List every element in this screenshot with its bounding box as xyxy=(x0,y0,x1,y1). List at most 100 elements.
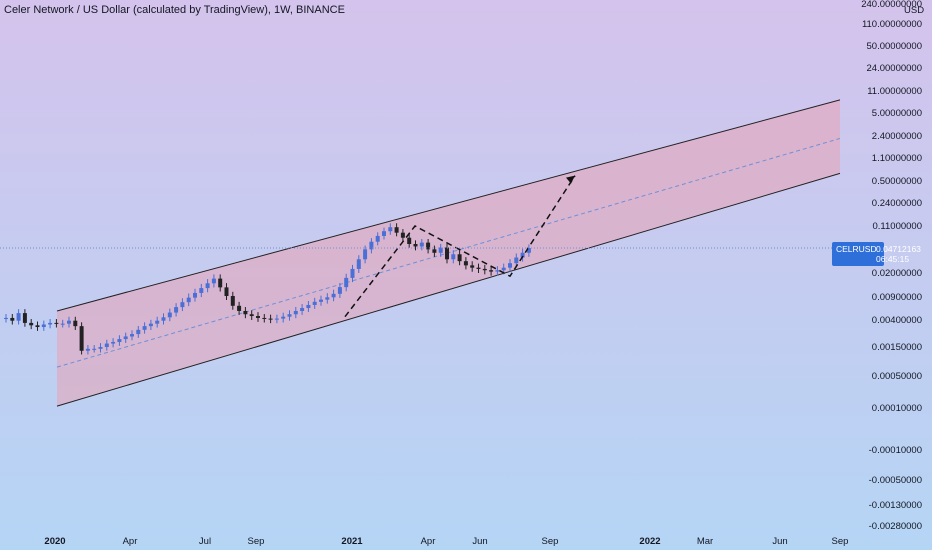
candle-body xyxy=(476,267,481,269)
candle-body xyxy=(369,241,374,250)
candle-body xyxy=(432,249,437,253)
candle-body xyxy=(174,307,179,313)
candle-body xyxy=(205,283,210,289)
candle-body xyxy=(300,308,305,311)
candle-body xyxy=(142,326,147,330)
x-tick-label: Jul xyxy=(199,536,211,547)
candle-body xyxy=(331,293,336,298)
y-tick-label: 0.11000000 xyxy=(873,221,923,232)
y-tick-label: 0.24000000 xyxy=(872,198,922,209)
candle-body xyxy=(123,336,128,340)
candle-body xyxy=(337,287,342,294)
candle-body xyxy=(382,231,386,236)
y-tick-label: -0.00130000 xyxy=(869,500,922,511)
candle-body xyxy=(325,297,330,300)
channel-upper-line xyxy=(56,99,841,312)
candle-body xyxy=(375,235,380,242)
candle-body xyxy=(426,242,431,250)
candle-body xyxy=(514,257,519,264)
y-tick-label: 5.00000000 xyxy=(872,108,922,119)
candle-body xyxy=(400,232,405,238)
candle-body xyxy=(256,316,260,318)
y-tick-label: -0.00010000 xyxy=(869,445,922,456)
candle-body xyxy=(319,299,323,302)
candle-body xyxy=(111,341,116,344)
candle-body xyxy=(413,243,418,247)
x-tick-label: Jun xyxy=(472,536,487,547)
y-tick-label: 0.00050000 xyxy=(872,371,922,382)
candle-body xyxy=(312,301,317,305)
candle-body xyxy=(92,348,97,350)
candle-body xyxy=(237,305,242,311)
y-axis-currency: USD xyxy=(904,5,924,16)
candle-body xyxy=(281,316,286,319)
price-tag-value: 0.04712163 xyxy=(876,244,921,254)
x-tick-label: Apr xyxy=(123,536,138,547)
y-tick-label: 110.00000000 xyxy=(862,19,922,30)
candle-body xyxy=(419,242,424,247)
candle-body xyxy=(199,288,204,293)
candle-body xyxy=(48,322,53,325)
candle-body xyxy=(350,268,355,278)
candle-body xyxy=(167,312,172,318)
y-tick-label: 2.40000000 xyxy=(872,131,922,142)
candle-body xyxy=(501,267,506,271)
y-tick-label: 0.02000000 xyxy=(872,268,922,279)
y-tick-label: 50.00000000 xyxy=(867,41,922,52)
candle-body xyxy=(407,237,412,244)
x-tick-label: Mar xyxy=(697,536,713,547)
candle-body xyxy=(35,325,40,328)
y-tick-label: 0.00150000 xyxy=(872,342,922,353)
y-tick-label: 0.00900000 xyxy=(872,292,922,303)
x-tick-label: Jun xyxy=(772,536,787,547)
candle-body xyxy=(54,322,59,324)
x-tick-label: Sep xyxy=(248,536,265,547)
candle-body xyxy=(117,339,122,342)
candle-body xyxy=(10,317,15,321)
projection-path xyxy=(344,175,576,318)
projection-line xyxy=(344,175,576,318)
candle-body xyxy=(22,313,27,323)
candle-body xyxy=(356,259,361,269)
y-tick-label: 0.00010000 xyxy=(872,403,922,414)
candle-body xyxy=(193,292,197,298)
candle-body xyxy=(79,326,84,351)
candle-body xyxy=(73,320,78,327)
chart-title: Celer Network / US Dollar (calculated by… xyxy=(4,4,345,16)
candle-body xyxy=(526,248,531,253)
candle-body xyxy=(489,270,494,272)
candle-body xyxy=(287,314,292,317)
candle-body xyxy=(243,310,248,315)
price-tag-symbol: CELRUSD xyxy=(836,244,877,254)
candle-body xyxy=(16,313,21,321)
candle-body xyxy=(438,247,443,253)
candle-body xyxy=(148,323,153,327)
candle-body xyxy=(130,334,134,337)
x-tick-label: Sep xyxy=(542,536,559,547)
candles xyxy=(4,223,531,355)
candle-body xyxy=(161,317,166,321)
candle-body xyxy=(451,254,456,260)
price-tag: CELRUSD 0.04712163 06:45:15 xyxy=(832,242,921,266)
candle-body xyxy=(262,317,267,319)
candle-body xyxy=(293,310,298,315)
candle-body xyxy=(482,268,487,271)
candle-body xyxy=(495,270,500,272)
candle-body xyxy=(520,252,525,258)
candle-body xyxy=(445,247,449,260)
candle-body xyxy=(306,304,311,309)
y-tick-label: -0.00050000 xyxy=(869,475,922,486)
y-tick-label: -0.00280000 xyxy=(869,521,922,532)
candle-body xyxy=(104,343,109,347)
y-tick-label: 11.00000000 xyxy=(867,86,922,97)
candle-body xyxy=(218,278,223,288)
candle-body xyxy=(155,320,160,324)
candle-body xyxy=(363,249,368,260)
x-tick-label: 2021 xyxy=(341,536,363,547)
y-tick-label: 0.00400000 xyxy=(872,315,922,326)
price-tag-countdown: 06:45:15 xyxy=(876,254,909,264)
candle-body xyxy=(274,318,279,320)
candle-body xyxy=(85,348,90,351)
x-tick-label: 2020 xyxy=(44,536,65,547)
candle-body xyxy=(29,322,34,326)
